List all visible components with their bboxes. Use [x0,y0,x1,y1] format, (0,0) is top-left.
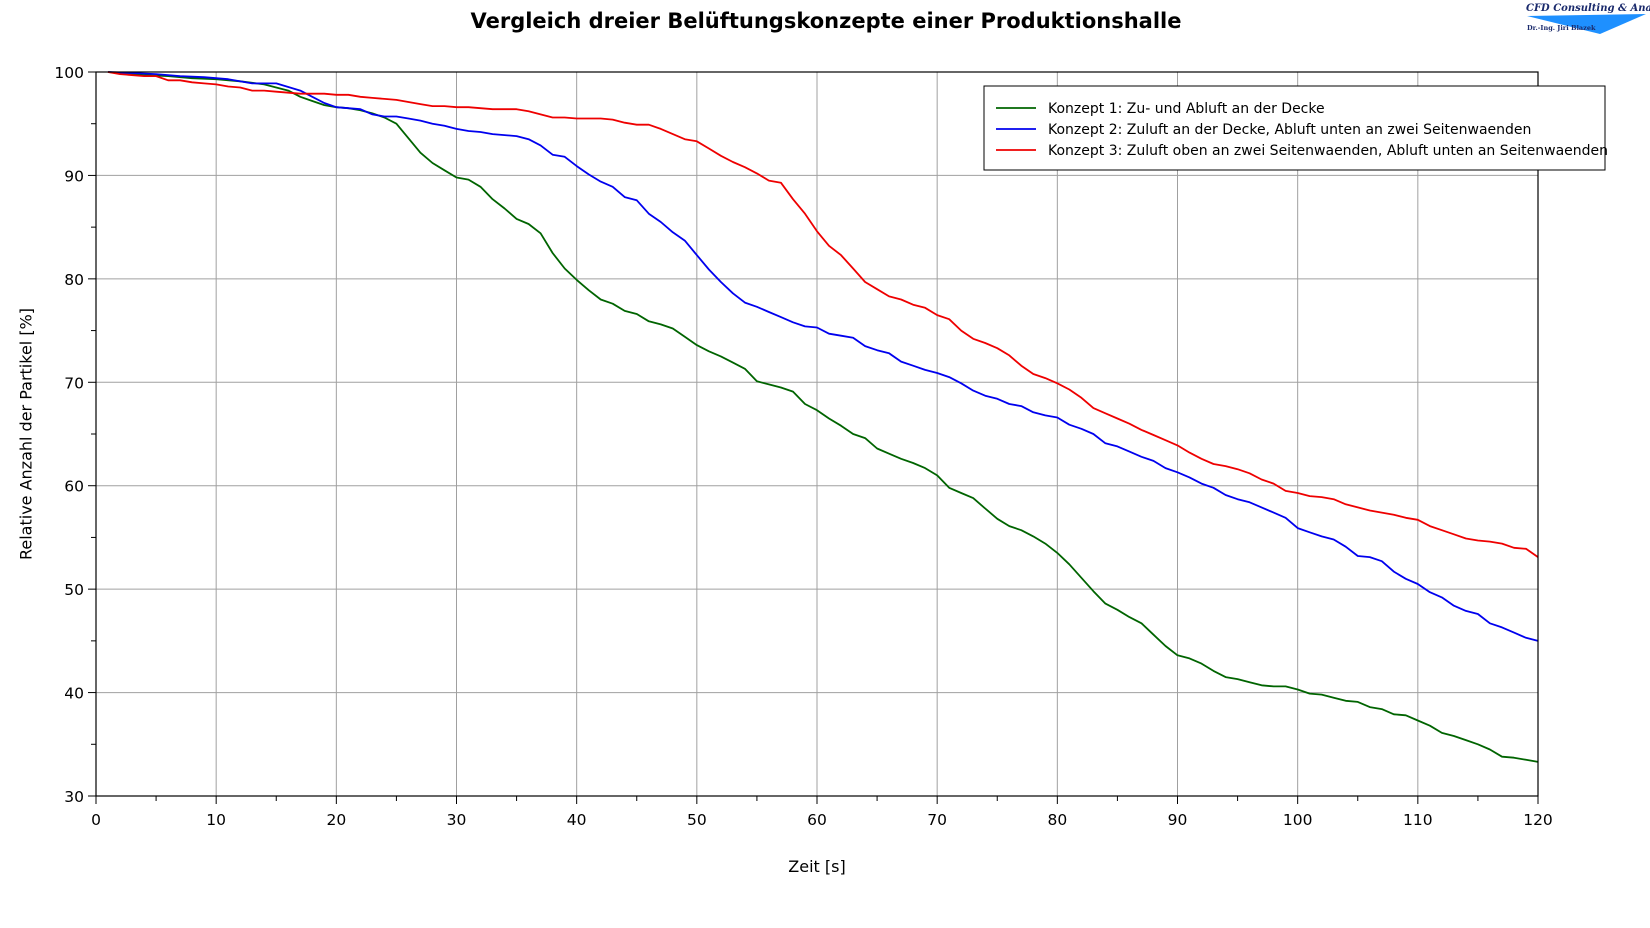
x-tick-label: 70 [927,811,947,829]
x-tick-label: 80 [1047,811,1067,829]
x-tick-label: 60 [807,811,827,829]
y-tick-label: 100 [54,64,84,82]
legend: Konzept 1: Zu- und Abluft an der Decke Ko… [983,85,1608,171]
x-axis-label: Zeit [s] [788,857,845,876]
x-tick-label: 50 [687,811,707,829]
y-tick-label: 50 [64,581,84,599]
legend-box [983,85,1606,171]
x-tick-label: 120 [1523,811,1553,829]
series-line-3 [107,71,1539,558]
x-tick-label: 40 [567,811,587,829]
logo-person-name: Dr.-Ing. Jiri Blazek [1527,24,1596,32]
y-tick-label: 70 [64,374,84,392]
legend-label: Konzept 2: Zuluft an der Decke, Abluft u… [1048,122,1531,138]
x-tick-label: 20 [326,811,346,829]
chart-title: Vergleich dreier Belüftungskonzepte eine… [471,9,1182,33]
y-tick-label: 90 [64,167,84,185]
series-line-1 [107,71,1539,763]
logo-company-name: CFD Consulting & Analysis [1526,3,1650,14]
y-tick-label: 30 [64,788,84,806]
logo-swoosh-shape [1527,14,1646,34]
x-tick-label: 30 [447,811,467,829]
minor-ticks [91,123,1479,801]
x-tick-label: 110 [1403,811,1433,829]
company-logo: CFD Consulting & Analysis Dr.-Ing. Jiri … [1526,3,1650,34]
series-line-2 [107,71,1539,642]
y-axis-label: Relative Anzahl der Partikel [%] [17,308,36,560]
y-tick-label: 40 [64,685,84,703]
x-tick-label: 0 [91,811,101,829]
x-axis-ticks: 0 10 20 30 40 50 60 70 80 90 100 110 120 [91,796,1553,829]
y-tick-label: 80 [64,271,84,289]
legend-label: Konzept 1: Zu- und Abluft an der Decke [1048,101,1325,117]
x-tick-label: 10 [206,811,226,829]
x-tick-label: 90 [1168,811,1188,829]
series-layer [107,71,1539,763]
legend-label: Konzept 3: Zuluft oben an zwei Seitenwae… [1048,143,1608,159]
y-tick-label: 60 [64,478,84,496]
grid-lines [96,72,1538,796]
y-axis-ticks: 30 40 50 60 70 80 90 100 [54,64,96,806]
x-tick-label: 100 [1283,811,1313,829]
